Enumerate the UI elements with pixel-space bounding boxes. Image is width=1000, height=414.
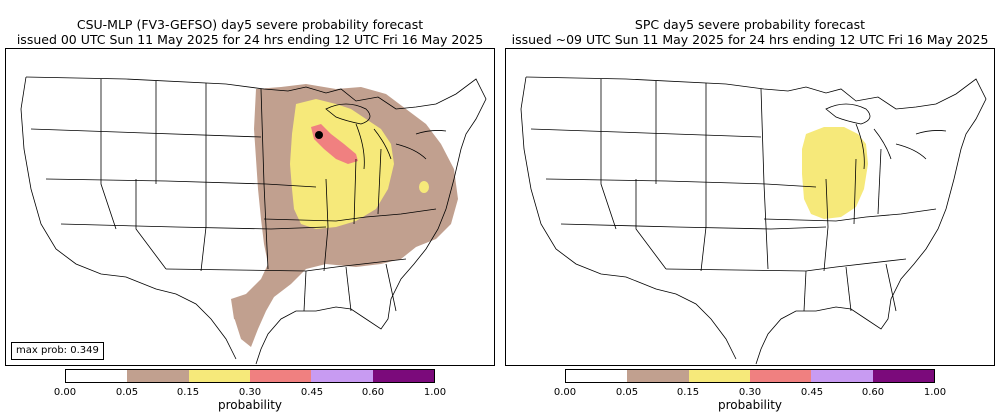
cbar-tick-5: 0.60	[361, 387, 385, 398]
csu-mlp-panel: CSU-MLP (FV3-GEFSO) day5 severe probabil…	[5, 17, 495, 412]
cbar-label: probability	[717, 398, 783, 412]
cbar-label: probability	[217, 398, 283, 412]
cbar-seg-5	[872, 370, 934, 382]
cbar-tick-0: 0.00	[553, 387, 577, 398]
cbar-tick-5: 0.60	[861, 387, 885, 398]
us-state-outlines	[20, 76, 487, 365]
csu-forecast-map: max prob: 0.349	[5, 48, 495, 366]
cbar-seg-2	[188, 370, 250, 382]
cbar-seg-5	[372, 370, 434, 382]
cbar-tick-4: 0.45	[800, 387, 824, 398]
csu-colorbar	[65, 369, 435, 383]
cbar-seg-0	[66, 370, 128, 382]
cbar-tick-3: 0.30	[238, 387, 262, 398]
csu-panel-subtitle: issued 00 UTC Sun 11 May 2025 for 24 hrs…	[16, 32, 484, 47]
max-prob-box: max prob: 0.349	[11, 342, 104, 360]
cbar-seg-2	[688, 370, 750, 382]
spc-panel: SPC day5 severe probability forecast iss…	[500, 0, 1000, 414]
cbar-tick-4: 0.45	[300, 387, 324, 398]
spc-panel-title: SPC day5 severe probability forecast	[634, 17, 866, 32]
cbar-tick-1: 0.05	[615, 387, 639, 398]
spc-map-svg	[520, 76, 987, 365]
prob-05-patch-south	[231, 294, 256, 324]
us-state-outlines	[520, 76, 987, 365]
cbar-tick-0: 0.00	[53, 387, 77, 398]
cbar-seg-4	[811, 370, 873, 382]
cbar-tick-2: 0.15	[676, 387, 700, 398]
cbar-tick-6: 1.00	[923, 387, 947, 398]
cbar-seg-1	[627, 370, 689, 382]
cbar-seg-0	[566, 370, 628, 382]
spc-panel-subtitle: issued ~09 UTC Sun 11 May 2025 for 24 hr…	[511, 32, 989, 47]
csu-map-svg	[20, 76, 487, 365]
max-prob-marker	[315, 131, 323, 139]
cbar-tick-3: 0.30	[738, 387, 762, 398]
cbar-tick-6: 1.00	[423, 387, 447, 398]
cbar-seg-3	[249, 370, 312, 382]
cbar-seg-1	[127, 370, 189, 382]
prob-15-patch-east	[419, 181, 429, 193]
cbar-tick-2: 0.15	[176, 387, 200, 398]
csu-panel-title: CSU-MLP (FV3-GEFSO) day5 severe probabil…	[76, 17, 424, 32]
spc-colorbar	[565, 369, 935, 383]
prob-15-region	[802, 127, 868, 219]
spc-forecast-map	[505, 48, 995, 366]
cbar-seg-4	[311, 370, 373, 382]
cbar-seg-3	[749, 370, 812, 382]
cbar-tick-1: 0.05	[115, 387, 139, 398]
